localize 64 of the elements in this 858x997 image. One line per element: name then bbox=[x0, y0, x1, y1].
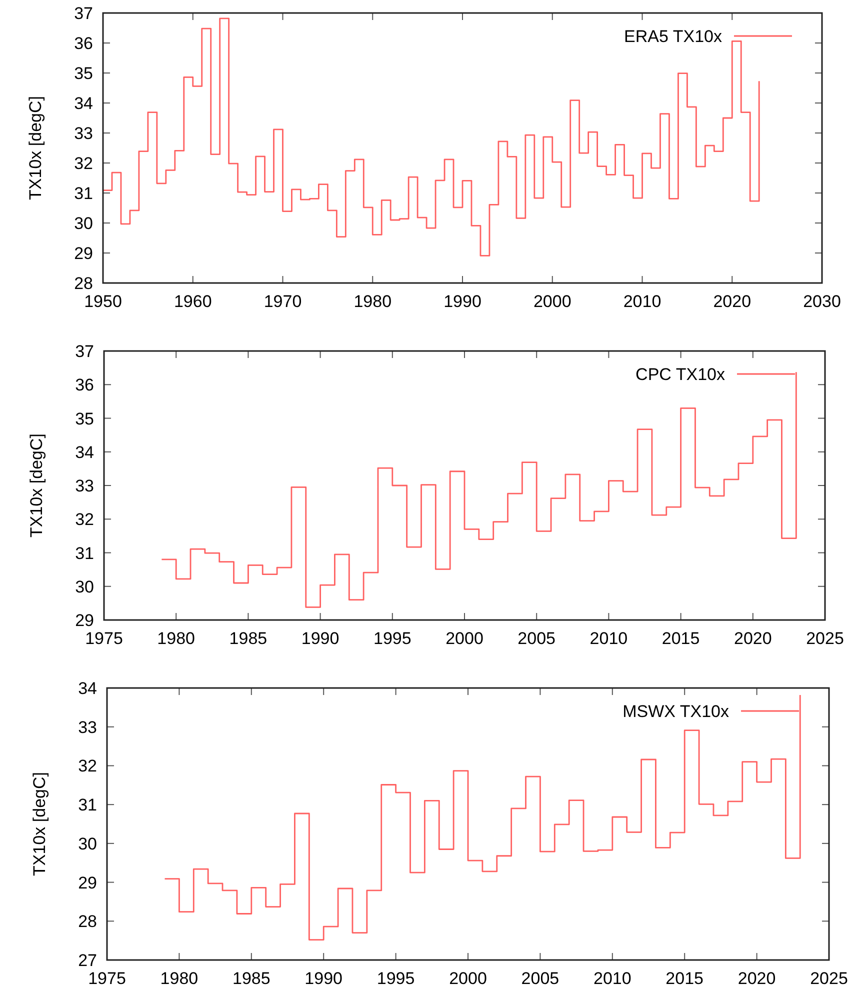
y-tick-label: 34 bbox=[78, 679, 97, 698]
y-tick-label: 35 bbox=[75, 409, 94, 428]
y-axis-title: TX10x [degC] bbox=[26, 96, 45, 200]
x-tick-label: 2000 bbox=[446, 629, 484, 648]
y-tick-label: 37 bbox=[75, 342, 94, 361]
x-tick-label: 2015 bbox=[662, 629, 700, 648]
x-tick-label: 2010 bbox=[593, 969, 632, 988]
x-tick-label: 1990 bbox=[301, 629, 340, 648]
y-tick-label: 31 bbox=[75, 544, 94, 563]
y-tick-label: 36 bbox=[75, 376, 94, 395]
y-tick-label: 28 bbox=[78, 912, 97, 932]
x-tick-label: 2010 bbox=[590, 629, 628, 648]
x-tick-label: 1960 bbox=[174, 292, 212, 311]
y-tick-label: 33 bbox=[75, 476, 94, 496]
y-tick-label: 29 bbox=[75, 611, 94, 630]
y-tick-label: 30 bbox=[78, 834, 97, 854]
y-tick-label: 33 bbox=[78, 718, 97, 737]
y-tick-label: 34 bbox=[75, 442, 94, 462]
y-tick-label: 32 bbox=[74, 154, 93, 173]
y-tick-label: 37 bbox=[74, 4, 93, 23]
x-tick-label: 1980 bbox=[160, 969, 198, 988]
x-tick-label: 1970 bbox=[264, 292, 302, 311]
x-tick-label: 1975 bbox=[85, 629, 123, 648]
legend-label: CPC TX10x bbox=[636, 365, 726, 384]
x-tick-label: 2010 bbox=[623, 292, 662, 311]
x-tick-label: 1975 bbox=[88, 969, 126, 988]
y-tick-label: 35 bbox=[74, 64, 93, 83]
y-tick-label: 28 bbox=[74, 274, 93, 293]
y-tick-label: 31 bbox=[78, 796, 97, 815]
y-axis-title: TX10x [degC] bbox=[27, 434, 46, 538]
x-tick-label: 2030 bbox=[803, 292, 841, 311]
y-tick-label: 36 bbox=[74, 34, 93, 53]
y-tick-label: 31 bbox=[74, 184, 93, 203]
legend-label: ERA5 TX10x bbox=[624, 27, 722, 46]
x-tick-label: 2020 bbox=[713, 292, 752, 311]
x-tick-label: 1990 bbox=[304, 969, 343, 988]
x-tick-label: 1980 bbox=[157, 629, 196, 648]
x-tick-label: 1985 bbox=[232, 969, 270, 988]
x-tick-label: 2025 bbox=[806, 629, 844, 648]
x-tick-label: 1950 bbox=[84, 292, 122, 311]
x-tick-label: 1985 bbox=[229, 629, 268, 648]
y-tick-label: 30 bbox=[75, 577, 94, 596]
x-tick-label: 2020 bbox=[738, 969, 776, 988]
y-tick-label: 27 bbox=[78, 951, 97, 970]
y-tick-label: 32 bbox=[78, 756, 97, 776]
x-tick-label: 2025 bbox=[810, 969, 848, 988]
x-tick-label: 2015 bbox=[666, 969, 704, 988]
x-tick-label: 1995 bbox=[373, 629, 412, 648]
x-tick-label: 1995 bbox=[376, 969, 415, 988]
y-tick-label: 33 bbox=[74, 124, 93, 143]
x-tick-label: 2005 bbox=[521, 969, 560, 988]
y-tick-label: 29 bbox=[74, 244, 93, 263]
y-tick-label: 30 bbox=[74, 214, 93, 233]
x-tick-label: 2000 bbox=[533, 292, 572, 311]
y-tick-label: 32 bbox=[75, 510, 94, 530]
x-tick-label: 1990 bbox=[444, 292, 482, 311]
y-tick-label: 29 bbox=[78, 873, 97, 892]
legend-label: MSWX TX10x bbox=[622, 702, 730, 721]
x-tick-label: 2005 bbox=[518, 629, 556, 648]
x-tick-label: 2020 bbox=[734, 629, 772, 648]
x-tick-label: 1980 bbox=[354, 292, 392, 311]
y-axis-title: TX10x [degC] bbox=[30, 772, 49, 876]
y-tick-label: 34 bbox=[74, 94, 93, 113]
x-tick-label: 2000 bbox=[449, 969, 487, 988]
